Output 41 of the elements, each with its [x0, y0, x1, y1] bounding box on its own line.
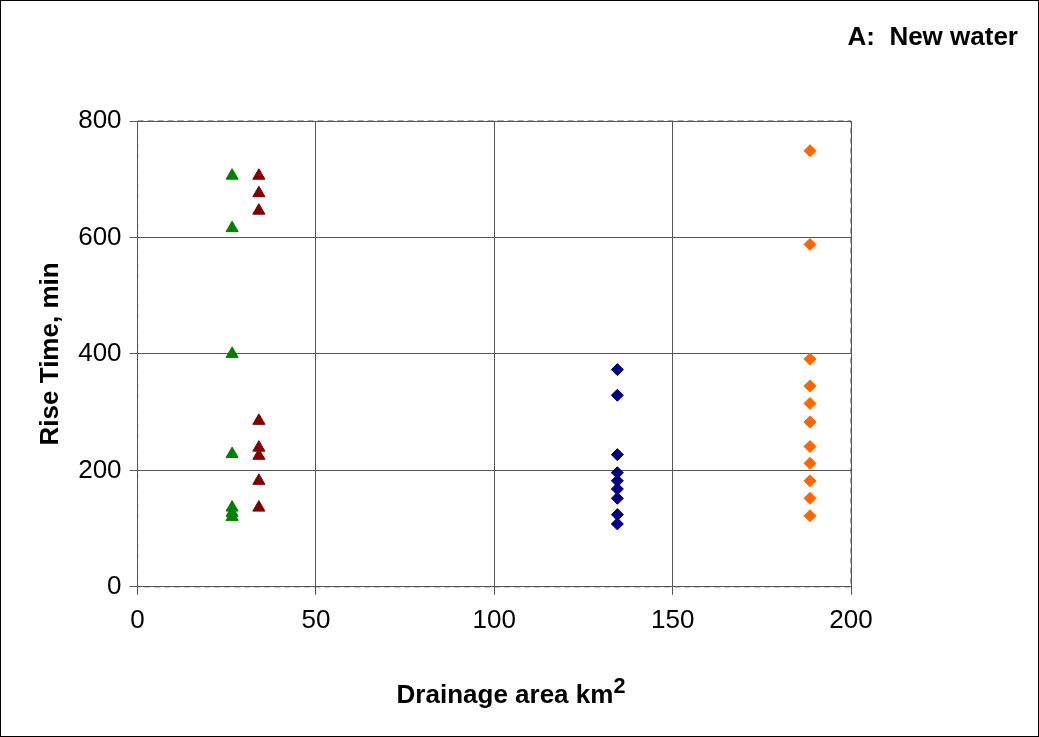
x-tick-label: 100 [472, 603, 516, 634]
point [610, 388, 624, 402]
point [610, 517, 624, 531]
y-tick-label: 200 [78, 453, 122, 484]
point [610, 448, 624, 462]
point [803, 491, 817, 505]
point [225, 220, 239, 233]
point [252, 203, 266, 215]
point [803, 352, 817, 366]
y-tick-label: 0 [107, 569, 122, 600]
point [225, 168, 239, 180]
y-tick-label: 800 [78, 104, 122, 135]
point [252, 168, 266, 180]
point [252, 500, 266, 512]
point [803, 439, 817, 453]
point [610, 363, 624, 377]
point [252, 440, 266, 452]
point [610, 491, 624, 505]
point [252, 413, 266, 425]
point [803, 415, 817, 429]
y-tick-label: 600 [78, 220, 122, 251]
x-tick-label: 150 [650, 603, 695, 634]
x-tick-label: 50 [301, 603, 331, 634]
point [803, 474, 817, 488]
point [803, 144, 817, 158]
x-tick-label: 0 [130, 603, 145, 634]
point [803, 237, 817, 251]
point [610, 482, 624, 496]
point [803, 509, 817, 523]
text: A: New water [847, 21, 1018, 52]
point [803, 396, 817, 410]
x-axis-title: Drainage area km$^{2}$ [395, 673, 627, 710]
point [225, 446, 239, 459]
point [252, 185, 266, 198]
point [252, 473, 266, 485]
point [225, 346, 239, 358]
y-tick-label: 400 [78, 337, 122, 368]
point [803, 379, 817, 393]
point [803, 456, 817, 470]
y-axis-title: Rise Time, min [33, 262, 64, 446]
x-tick-label: 200 [829, 603, 873, 634]
